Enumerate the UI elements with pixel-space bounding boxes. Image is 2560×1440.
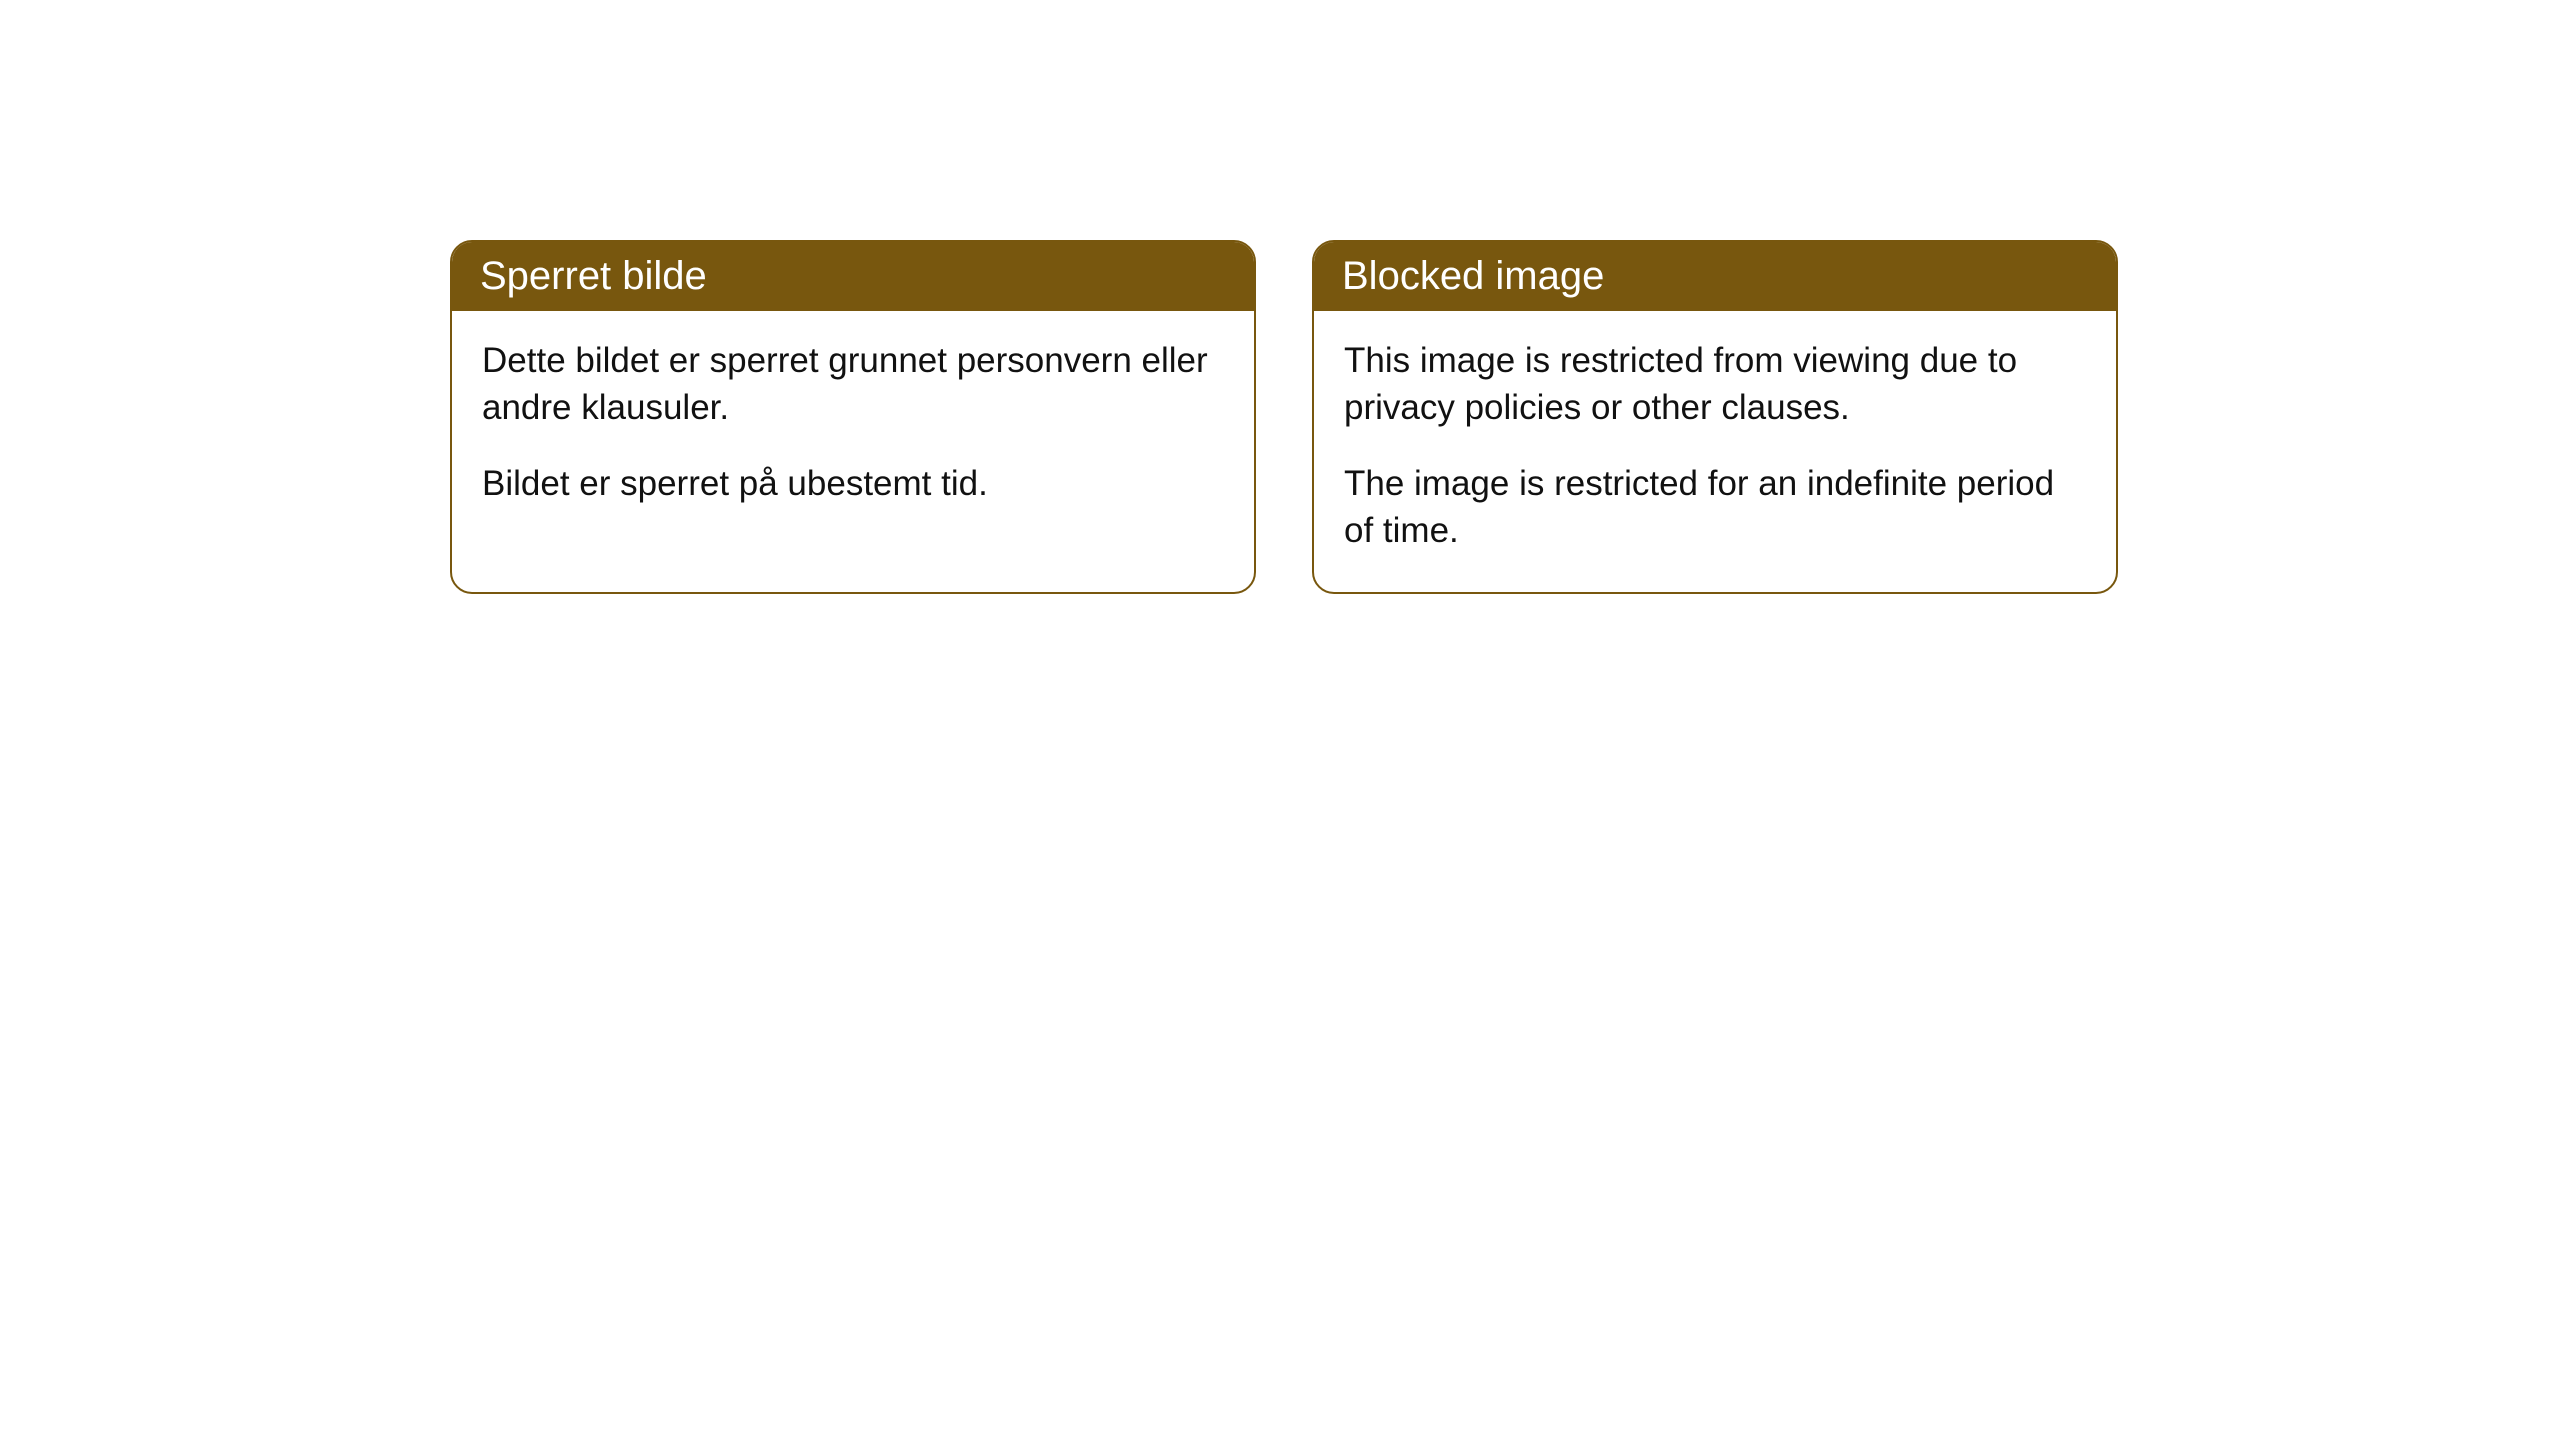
card-header: Sperret bilde	[452, 242, 1254, 311]
card-body: Dette bildet er sperret grunnet personve…	[452, 311, 1254, 545]
card-title: Sperret bilde	[480, 254, 707, 298]
card-paragraph: Dette bildet er sperret grunnet personve…	[482, 337, 1224, 432]
card-paragraph: The image is restricted for an indefinit…	[1344, 460, 2086, 555]
card-header: Blocked image	[1314, 242, 2116, 311]
notice-card-english: Blocked image This image is restricted f…	[1312, 240, 2118, 594]
card-title: Blocked image	[1342, 254, 1604, 298]
card-paragraph: This image is restricted from viewing du…	[1344, 337, 2086, 432]
card-body: This image is restricted from viewing du…	[1314, 311, 2116, 592]
notice-card-norwegian: Sperret bilde Dette bildet er sperret gr…	[450, 240, 1256, 594]
card-paragraph: Bildet er sperret på ubestemt tid.	[482, 460, 1224, 507]
notice-cards-container: Sperret bilde Dette bildet er sperret gr…	[450, 240, 2118, 594]
